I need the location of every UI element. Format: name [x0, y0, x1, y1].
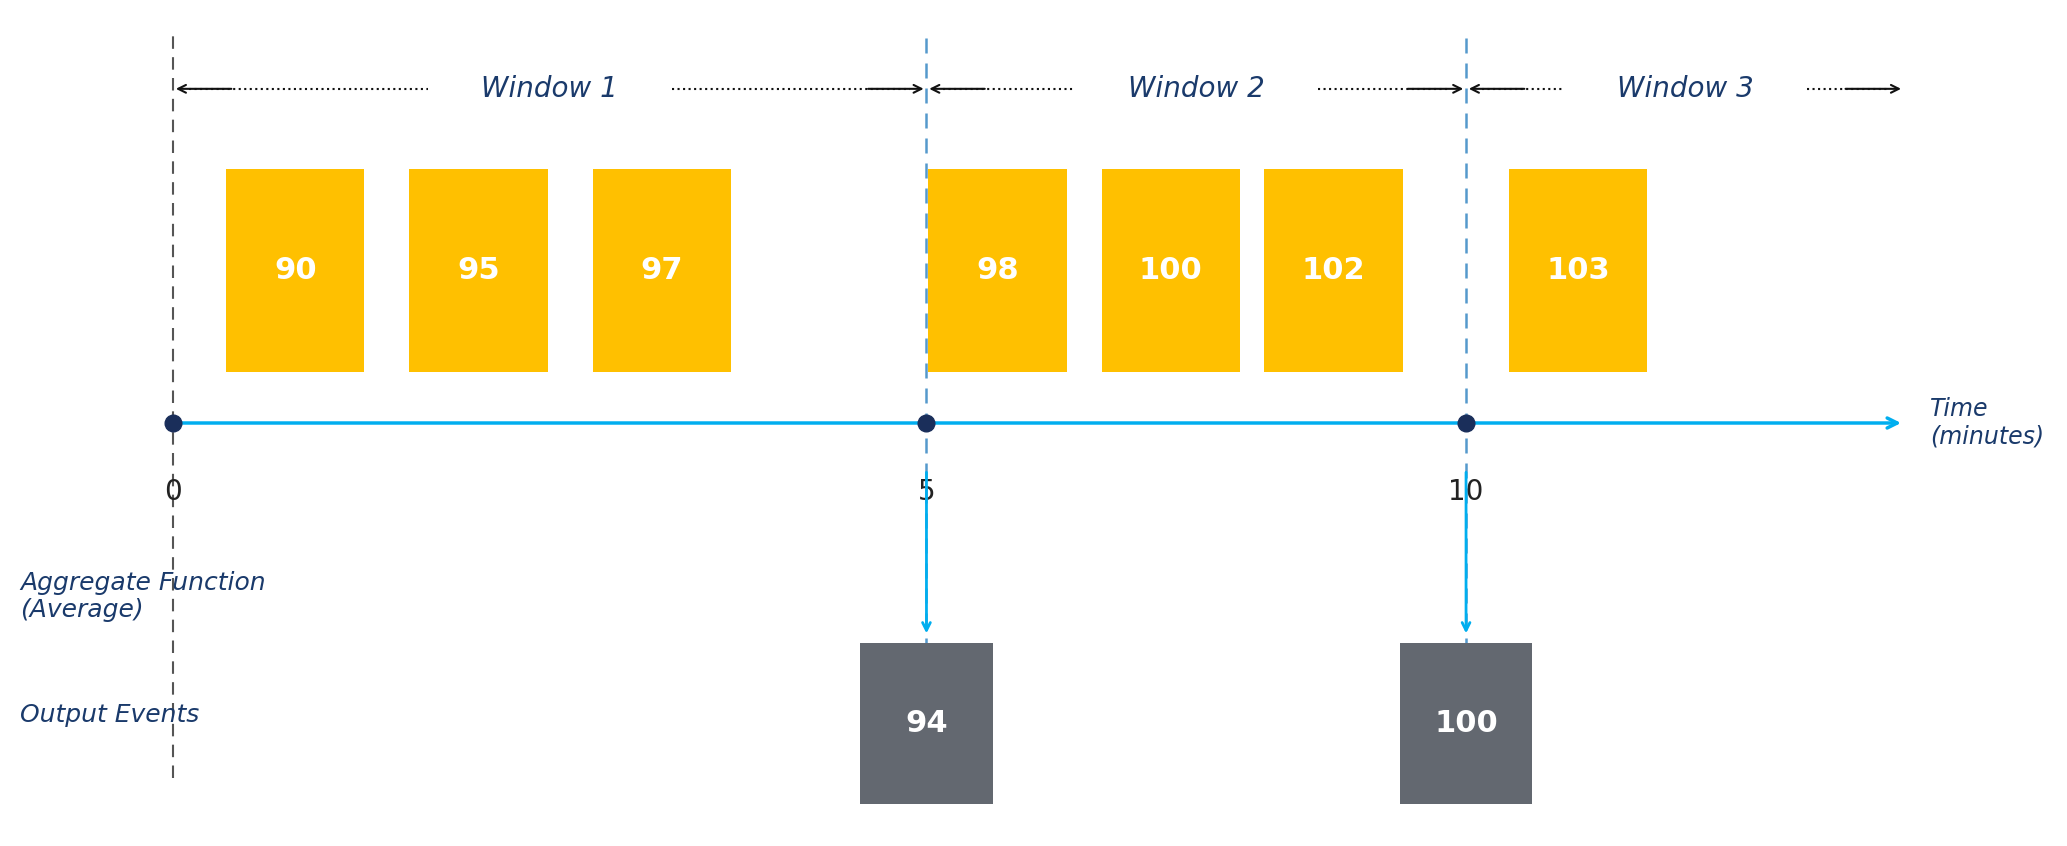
Text: Window 2: Window 2 [1129, 74, 1265, 103]
Text: 97: 97 [641, 256, 682, 285]
Text: 103: 103 [1546, 256, 1610, 285]
Text: 98: 98 [976, 256, 1019, 285]
Text: Window 1: Window 1 [482, 74, 618, 103]
Bar [1102, 169, 1240, 372]
Text: 94: 94 [905, 709, 949, 738]
Text: 5: 5 [918, 478, 934, 506]
Bar [1399, 643, 1532, 804]
Text: 100: 100 [1139, 256, 1203, 285]
Text: 102: 102 [1302, 256, 1366, 285]
Text: 95: 95 [457, 256, 500, 285]
Bar [860, 643, 992, 804]
Text: Window 3: Window 3 [1616, 74, 1753, 103]
Bar [409, 169, 548, 372]
Bar [593, 169, 732, 372]
Text: 0: 0 [163, 478, 182, 506]
Text: 10: 10 [1449, 478, 1484, 506]
Bar [225, 169, 364, 372]
Text: 100: 100 [1434, 709, 1499, 738]
Text: Aggregate Function
(Average): Aggregate Function (Average) [21, 570, 267, 623]
Bar [1509, 169, 1647, 372]
Bar [1265, 169, 1403, 372]
Text: Output Events: Output Events [21, 703, 200, 727]
Bar [928, 169, 1067, 372]
Text: 90: 90 [275, 256, 316, 285]
Text: Time
(minutes): Time (minutes) [1931, 397, 2044, 449]
